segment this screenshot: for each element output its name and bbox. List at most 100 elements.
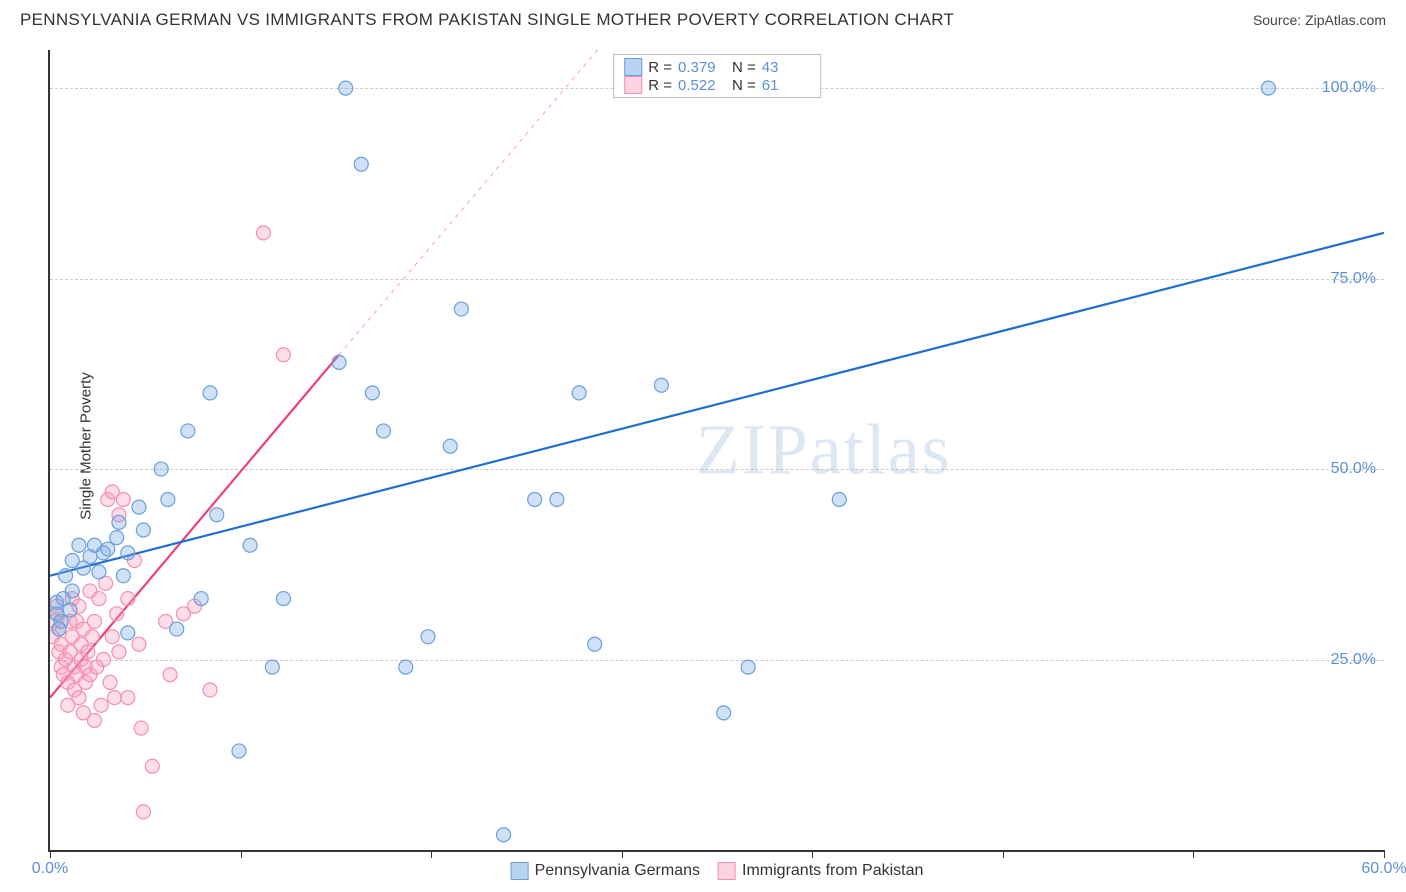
series-legend: Pennsylvania Germans Immigrants from Pak…	[511, 862, 924, 880]
legend-label-2: Immigrants from Pakistan	[742, 862, 923, 880]
swatch-series-2-icon	[718, 862, 736, 880]
scatter-svg	[50, 50, 1384, 850]
data-point	[741, 660, 755, 674]
data-point	[454, 302, 468, 316]
data-point	[377, 424, 391, 438]
data-point	[163, 668, 177, 682]
data-point	[72, 691, 86, 705]
data-point	[572, 386, 586, 400]
data-point	[110, 607, 124, 621]
r-value-1: 0.379	[678, 59, 726, 76]
data-point	[256, 226, 270, 240]
source-label: Source: ZipAtlas.com	[1253, 12, 1386, 28]
data-point	[232, 744, 246, 758]
data-point	[145, 759, 159, 773]
data-point	[654, 378, 668, 392]
data-point	[134, 721, 148, 735]
data-point	[717, 706, 731, 720]
x-tick	[431, 850, 432, 858]
data-point	[136, 523, 150, 537]
data-point	[65, 584, 79, 598]
legend-row-series-2: R = 0.522 N = 61	[624, 76, 810, 94]
data-point	[1261, 81, 1275, 95]
legend-row-series-1: R = 0.379 N = 43	[624, 58, 810, 76]
data-point	[443, 439, 457, 453]
x-tick-label: 60.0%	[1361, 860, 1406, 878]
data-point	[203, 386, 217, 400]
x-tick	[1003, 850, 1004, 858]
data-point	[116, 569, 130, 583]
r-value-2: 0.522	[678, 77, 726, 94]
data-point	[497, 828, 511, 842]
data-point	[92, 592, 106, 606]
trend-line-extrapolated	[339, 50, 617, 355]
r-label: R =	[648, 77, 672, 94]
data-point	[101, 542, 115, 556]
data-point	[72, 538, 86, 552]
x-tick	[622, 850, 623, 858]
x-tick	[1384, 850, 1385, 858]
data-point	[105, 630, 119, 644]
data-point	[276, 592, 290, 606]
x-tick	[812, 850, 813, 858]
data-point	[339, 81, 353, 95]
n-label: N =	[732, 59, 756, 76]
data-point	[107, 691, 121, 705]
data-point	[121, 546, 135, 560]
data-point	[96, 653, 110, 667]
swatch-series-2	[624, 76, 642, 94]
data-point	[421, 630, 435, 644]
swatch-series-1	[624, 58, 642, 76]
x-tick	[1193, 850, 1194, 858]
data-point	[203, 683, 217, 697]
data-point	[110, 531, 124, 545]
data-point	[154, 462, 168, 476]
data-point	[121, 626, 135, 640]
data-point	[63, 603, 77, 617]
data-point	[116, 493, 130, 507]
legend-item-1: Pennsylvania Germans	[511, 862, 700, 880]
data-point	[103, 675, 117, 689]
data-point	[94, 698, 108, 712]
data-point	[365, 386, 379, 400]
data-point	[121, 592, 135, 606]
data-point	[832, 493, 846, 507]
data-point	[112, 645, 126, 659]
data-point	[170, 622, 184, 636]
trend-line	[50, 355, 339, 698]
data-point	[92, 565, 106, 579]
data-point	[52, 622, 66, 636]
data-point	[354, 157, 368, 171]
chart-plot-area: ZIPatlas R = 0.379 N = 43 R = 0.522 N = …	[48, 50, 1384, 852]
data-point	[87, 713, 101, 727]
x-tick	[50, 850, 51, 858]
data-point	[528, 493, 542, 507]
data-point	[161, 493, 175, 507]
trend-line	[50, 233, 1384, 576]
r-label: R =	[648, 59, 672, 76]
data-point	[243, 538, 257, 552]
data-point	[399, 660, 413, 674]
x-tick-label: 0.0%	[32, 860, 68, 878]
x-tick	[241, 850, 242, 858]
data-point	[112, 515, 126, 529]
data-point	[132, 500, 146, 514]
data-point	[81, 645, 95, 659]
data-point	[550, 493, 564, 507]
chart-title: PENNSYLVANIA GERMAN VS IMMIGRANTS FROM P…	[20, 10, 954, 30]
data-point	[210, 508, 224, 522]
data-point	[85, 630, 99, 644]
n-value-1: 43	[762, 59, 810, 76]
swatch-series-1-icon	[511, 862, 529, 880]
data-point	[59, 569, 73, 583]
data-point	[276, 348, 290, 362]
n-label: N =	[732, 77, 756, 94]
legend-item-2: Immigrants from Pakistan	[718, 862, 923, 880]
data-point	[181, 424, 195, 438]
data-point	[121, 691, 135, 705]
data-point	[136, 805, 150, 819]
data-point	[265, 660, 279, 674]
data-point	[332, 355, 346, 369]
data-point	[132, 637, 146, 651]
n-value-2: 61	[762, 77, 810, 94]
